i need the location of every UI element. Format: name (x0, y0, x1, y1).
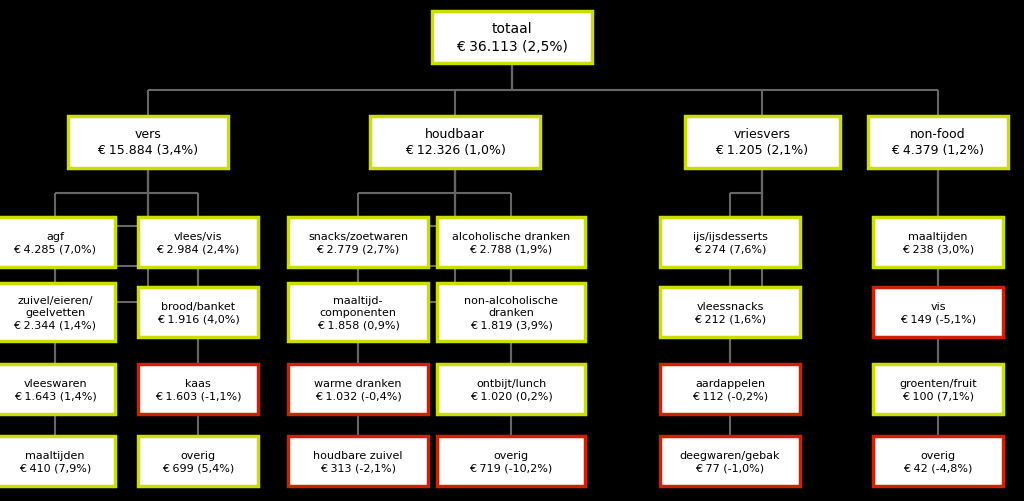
Text: warme dranken
€ 1.032 (-0,4%): warme dranken € 1.032 (-0,4%) (314, 378, 401, 400)
Text: alcoholische dranken
€ 2.788 (1,9%): alcoholische dranken € 2.788 (1,9%) (452, 231, 570, 254)
Bar (437, 217, 585, 268)
Bar (432, 12, 592, 64)
Text: zuivel/eieren/
geelvetten
€ 2.344 (1,4%): zuivel/eieren/ geelvetten € 2.344 (1,4%) (13, 295, 96, 330)
Bar (437, 284, 585, 341)
Text: agf
€ 4.285 (7,0%): agf € 4.285 (7,0%) (13, 231, 96, 254)
Text: overig
€ 42 (-4,8%): overig € 42 (-4,8%) (903, 450, 973, 472)
Bar (660, 364, 800, 414)
Text: deegwaren/gebak
€ 77 (-1,0%): deegwaren/gebak € 77 (-1,0%) (680, 450, 780, 472)
Bar (0, 436, 115, 486)
Text: vers
€ 15.884 (3,4%): vers € 15.884 (3,4%) (97, 128, 199, 157)
Bar (873, 217, 1002, 268)
Bar (437, 436, 585, 486)
Text: houdbaar
€ 12.326 (1,0%): houdbaar € 12.326 (1,0%) (404, 128, 506, 157)
Bar (68, 117, 228, 169)
Bar (873, 364, 1002, 414)
Text: snacks/zoetwaren
€ 2.779 (2,7%): snacks/zoetwaren € 2.779 (2,7%) (308, 231, 408, 254)
Bar (370, 117, 540, 169)
Text: kaas
€ 1.603 (-1,1%): kaas € 1.603 (-1,1%) (155, 378, 242, 400)
Text: vleessnacks
€ 212 (1,6%): vleessnacks € 212 (1,6%) (694, 301, 766, 324)
Text: maaltijd-
componenten
€ 1.858 (0,9%): maaltijd- componenten € 1.858 (0,9%) (316, 295, 399, 330)
Text: maaltijden
€ 410 (7,9%): maaltijden € 410 (7,9%) (18, 450, 91, 472)
Bar (0, 217, 115, 268)
Bar (873, 436, 1002, 486)
Text: vriesvers
€ 1.205 (2,1%): vriesvers € 1.205 (2,1%) (716, 128, 809, 157)
Bar (660, 288, 800, 337)
Text: aardappelen
€ 112 (-0,2%): aardappelen € 112 (-0,2%) (692, 378, 768, 400)
Text: ijs/ijsdesserts
€ 274 (7,6%): ijs/ijsdesserts € 274 (7,6%) (692, 231, 767, 254)
Bar (684, 117, 840, 169)
Text: vlees/vis
€ 2.984 (2,4%): vlees/vis € 2.984 (2,4%) (157, 231, 240, 254)
Text: non-alcoholische
dranken
€ 1.819 (3,9%): non-alcoholische dranken € 1.819 (3,9%) (464, 295, 558, 330)
Text: ontbijt/lunch
€ 1.020 (0,2%): ontbijt/lunch € 1.020 (0,2%) (470, 378, 552, 400)
Bar (660, 436, 800, 486)
Bar (873, 288, 1002, 337)
Text: houdbare zuivel
€ 313 (-2,1%): houdbare zuivel € 313 (-2,1%) (313, 450, 402, 472)
Bar (868, 117, 1008, 169)
Text: totaal
€ 36.113 (2,5%): totaal € 36.113 (2,5%) (456, 23, 568, 54)
Bar (138, 288, 258, 337)
Bar (288, 284, 428, 341)
Bar (0, 364, 115, 414)
Text: vleeswaren
€ 1.643 (1,4%): vleeswaren € 1.643 (1,4%) (13, 378, 96, 400)
Bar (660, 217, 800, 268)
Bar (288, 436, 428, 486)
Bar (288, 364, 428, 414)
Bar (437, 364, 585, 414)
Text: brood/banket
€ 1.916 (4,0%): brood/banket € 1.916 (4,0%) (157, 301, 240, 324)
Text: overig
€ 719 (-10,2%): overig € 719 (-10,2%) (469, 450, 553, 472)
Text: maaltijden
€ 238 (3,0%): maaltijden € 238 (3,0%) (902, 231, 974, 254)
Bar (138, 436, 258, 486)
Bar (0, 284, 115, 341)
Bar (138, 217, 258, 268)
Bar (138, 364, 258, 414)
Text: groenten/fruit
€ 100 (7,1%): groenten/fruit € 100 (7,1%) (899, 378, 977, 400)
Text: vis
€ 149 (-5,1%): vis € 149 (-5,1%) (900, 301, 976, 324)
Bar (288, 217, 428, 268)
Text: overig
€ 699 (5,4%): overig € 699 (5,4%) (162, 450, 234, 472)
Text: non-food
€ 4.379 (1,2%): non-food € 4.379 (1,2%) (892, 128, 984, 157)
